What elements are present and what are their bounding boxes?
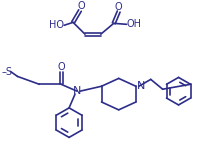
Text: N: N (136, 81, 144, 91)
Text: O: O (57, 62, 65, 72)
Text: OH: OH (125, 19, 140, 29)
Text: –S: –S (1, 68, 12, 77)
Text: O: O (114, 2, 122, 12)
Text: N: N (73, 86, 81, 96)
Text: HO: HO (48, 20, 63, 30)
Text: O: O (77, 1, 84, 11)
